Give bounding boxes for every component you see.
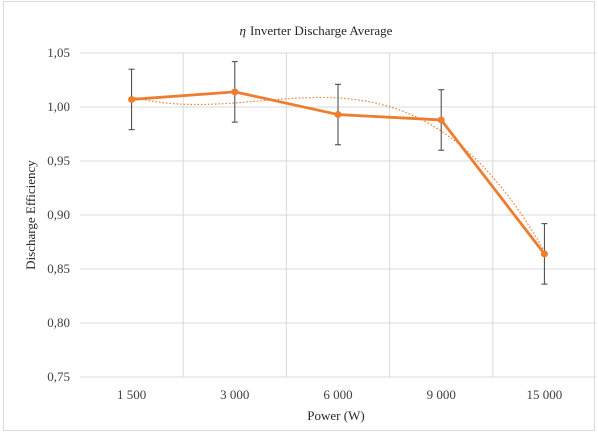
data-point xyxy=(129,96,135,102)
y-tick-label: 0,75 xyxy=(47,369,70,384)
y-tick-label: 0,85 xyxy=(47,261,70,276)
y-axis-label: Discharge Efficiency xyxy=(23,160,38,270)
y-tick-label: 1,05 xyxy=(47,45,70,60)
y-tick-label: 0,95 xyxy=(47,153,70,168)
y-tick-label: 0,90 xyxy=(47,207,70,222)
x-axis-label: Power (W) xyxy=(307,408,364,423)
x-tick-label: 9 000 xyxy=(427,387,456,402)
y-tick-label: 0,80 xyxy=(47,315,70,330)
plot-area: 0,75 0,80 0,85 0,90 0,95 1,00 1,05 1 500 3 000 6 … xyxy=(47,45,596,402)
x-tick-label: 3 000 xyxy=(220,387,249,402)
x-tick-label: 15 000 xyxy=(527,387,563,402)
x-tick-label: 6 000 xyxy=(323,387,352,402)
y-tick-label: 1,00 xyxy=(47,99,70,114)
chart-title: η Inverter Discharge Average xyxy=(240,23,393,38)
data-point xyxy=(335,112,341,118)
data-point xyxy=(541,251,547,257)
data-point xyxy=(232,89,238,95)
data-point xyxy=(438,117,444,123)
x-tick-label: 1 500 xyxy=(117,387,146,402)
